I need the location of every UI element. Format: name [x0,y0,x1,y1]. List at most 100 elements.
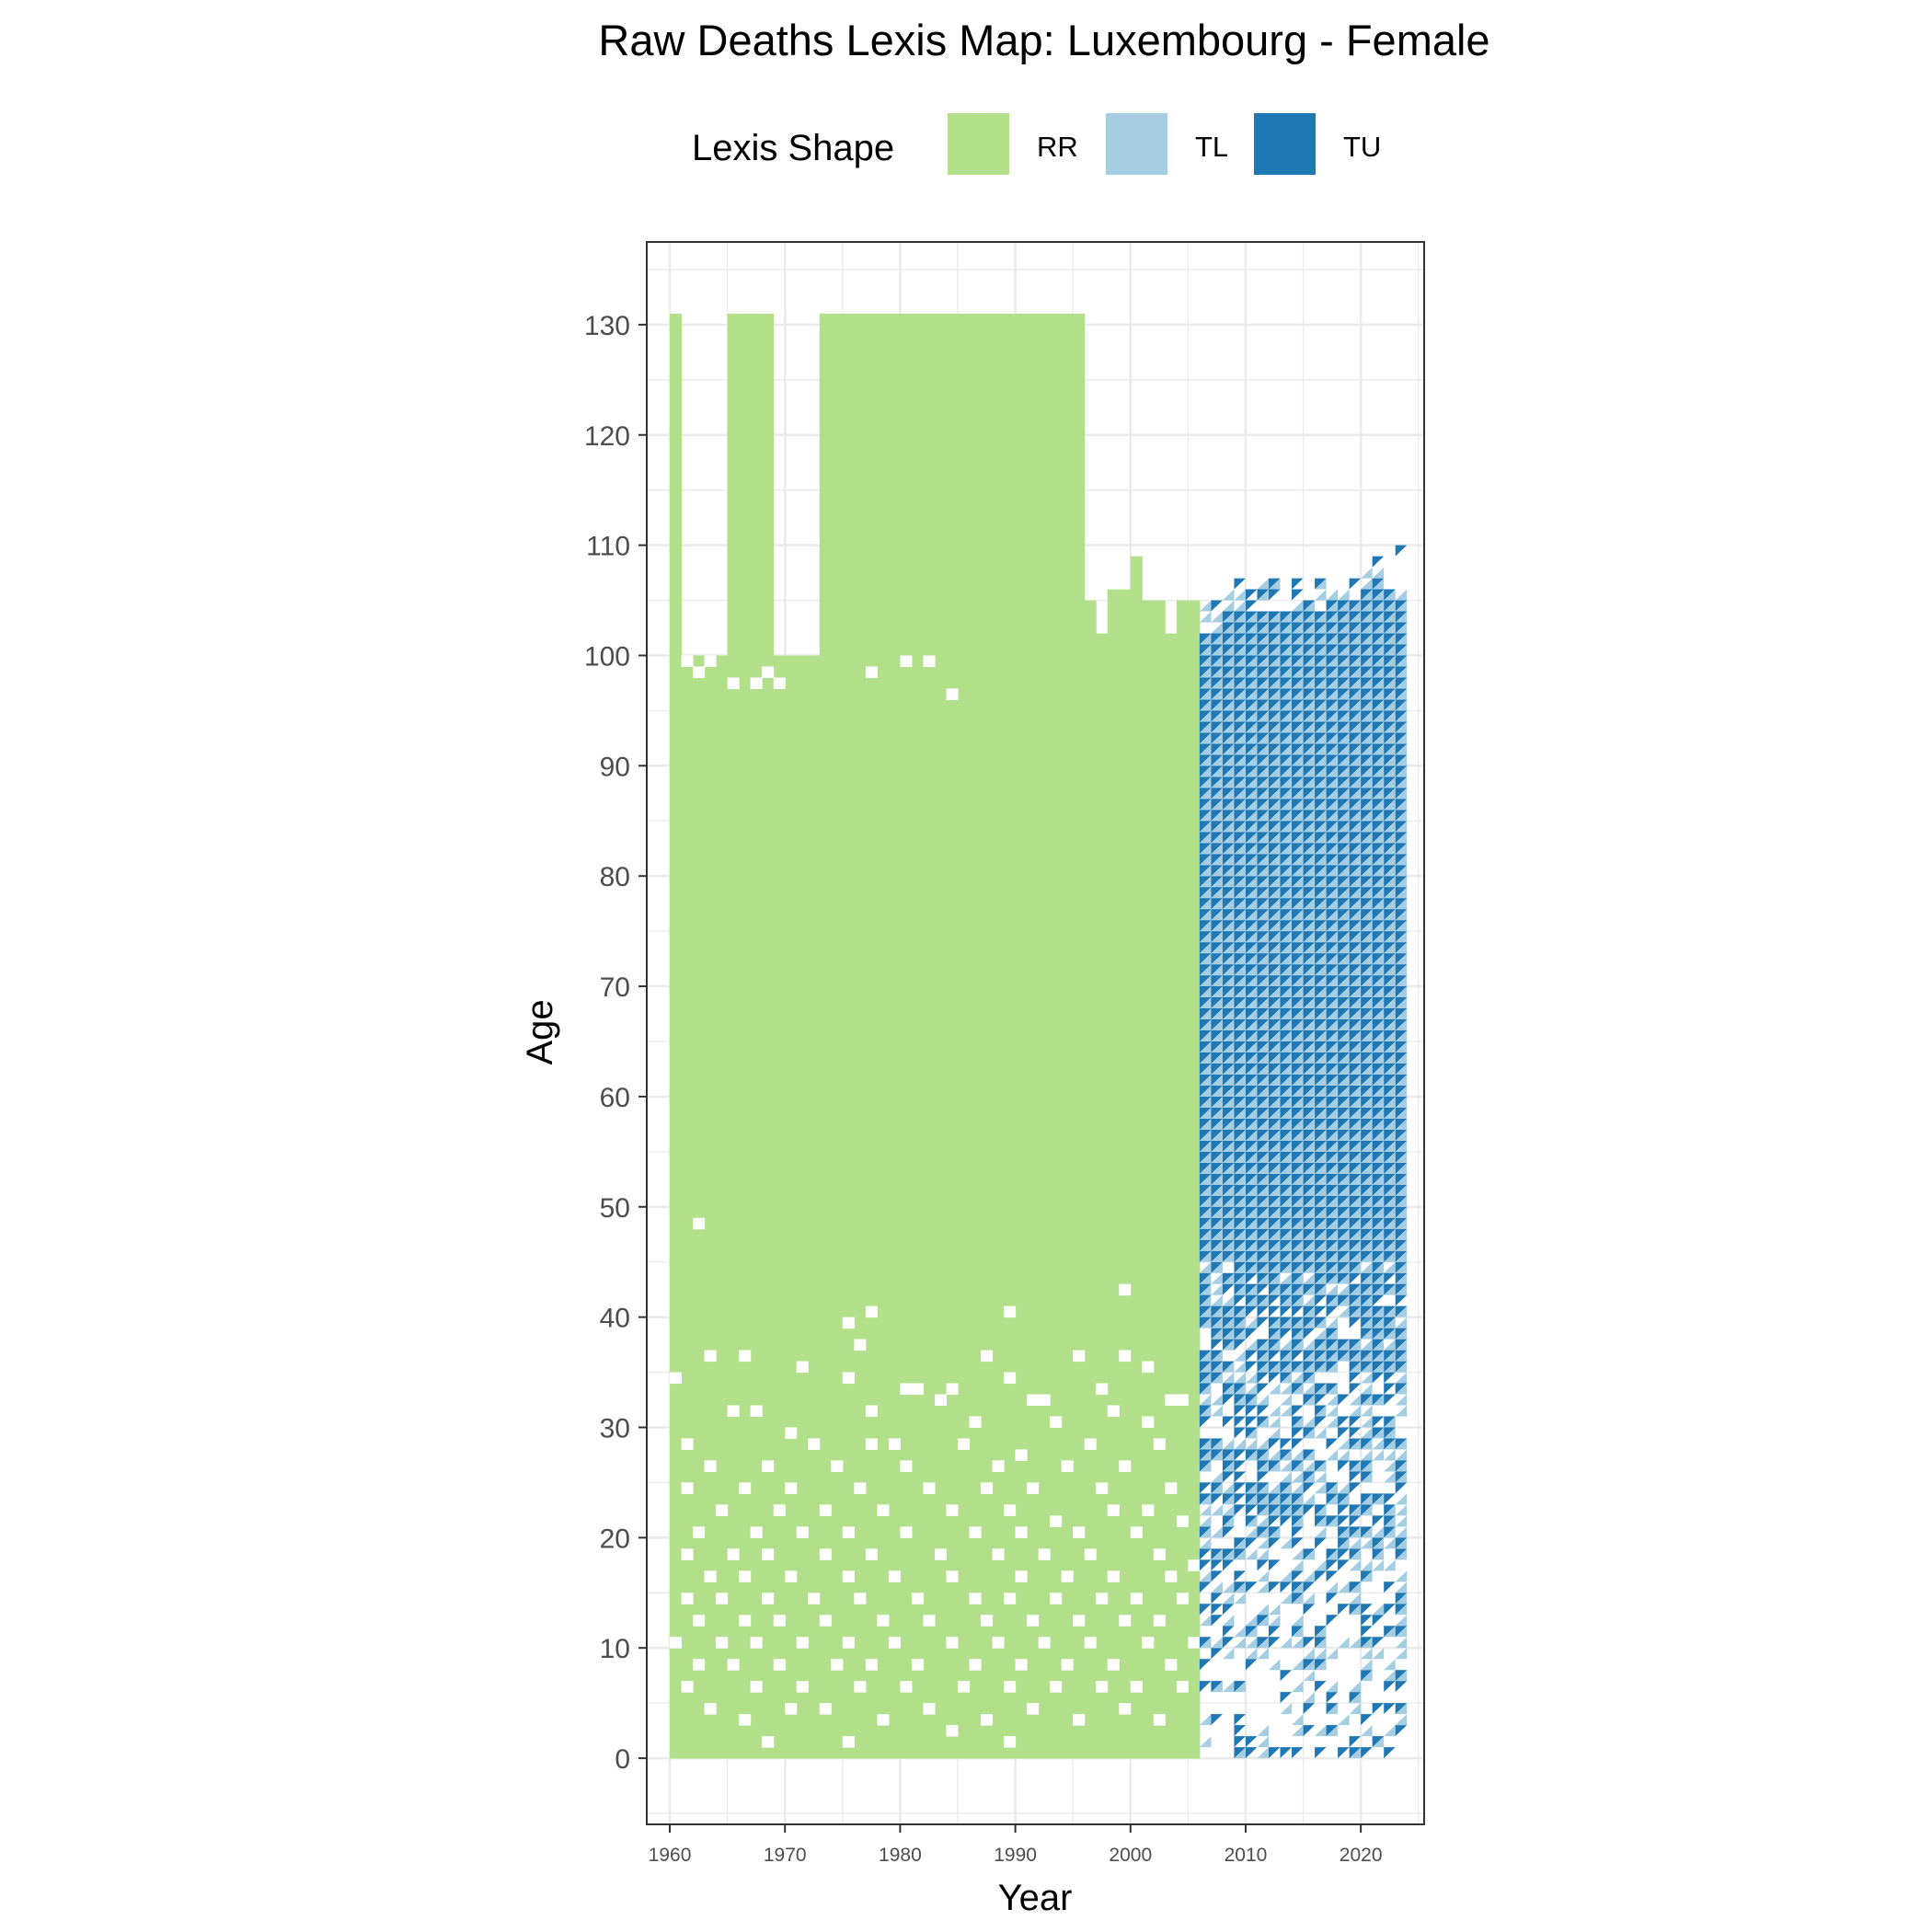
tu-triangle [1199,1052,1212,1064]
tu-triangle [1303,1449,1316,1461]
tu-triangle [1222,765,1235,777]
rr-empty-cell [900,1383,913,1396]
tl-triangle [1326,732,1339,744]
tu-triangle [1234,688,1246,700]
tu-triangle [1315,1272,1327,1284]
tu-triangle [1211,810,1223,822]
tl-triangle [1280,743,1293,755]
tu-triangle [1384,843,1396,855]
tu-triangle [1338,1460,1350,1472]
tu-triangle [1199,644,1212,656]
tl-triangle [1280,1140,1293,1152]
tu-triangle [1361,1328,1373,1340]
tu-triangle [1384,1305,1396,1317]
tu-triangle [1280,633,1293,645]
tu-triangle [1199,1030,1212,1041]
tl-triangle [1269,1604,1281,1616]
tl-triangle [1361,688,1373,700]
tl-triangle [1361,1096,1373,1108]
tu-triangle [1269,1559,1281,1571]
tl-triangle [1395,1593,1408,1604]
tu-triangle [1292,1239,1304,1251]
tu-triangle [1269,1096,1281,1108]
tl-triangle [1326,931,1339,943]
rr-empty-cell [681,1548,694,1560]
tu-triangle [1199,1294,1212,1306]
tu-triangle [1349,799,1362,811]
tu-triangle [1326,788,1339,799]
tl-triangle [1395,1129,1408,1141]
tu-triangle [1211,1008,1223,1020]
tu-triangle [1292,699,1304,711]
tu-triangle [1199,898,1212,910]
tu-triangle [1315,1228,1327,1240]
tu-triangle [1384,732,1396,744]
rr-empty-cell [1038,1394,1051,1407]
tu-triangle [1372,832,1385,844]
tl-triangle [1245,1096,1258,1108]
tu-triangle [1222,1559,1235,1571]
tu-triangle [1199,887,1212,899]
tu-triangle [1234,1471,1246,1483]
tl-triangle [1234,1537,1246,1549]
tl-triangle [1269,788,1281,799]
tl-triangle [1326,1052,1339,1064]
tu-triangle [1222,1217,1235,1229]
tu-triangle [1245,633,1258,645]
tl-triangle [1257,1548,1269,1560]
tu-triangle [1303,1548,1316,1560]
tl-triangle [1199,1570,1212,1582]
tl-triangle [1245,765,1258,777]
tl-triangle [1395,854,1408,866]
tu-triangle [1245,1449,1258,1461]
tl-triangle [1395,1615,1408,1627]
tu-triangle [1361,953,1373,965]
tu-triangle [1199,1659,1212,1671]
tl-triangle [1222,887,1235,899]
tl-triangle [1245,655,1258,667]
tu-triangle [1349,578,1362,590]
tu-triangle [1245,1626,1258,1638]
tl-triangle [1280,754,1293,766]
tl-triangle [1326,622,1339,634]
rr-empty-cell [1176,1593,1189,1604]
tu-triangle [1326,743,1339,755]
tu-triangle [1372,1173,1385,1185]
tl-triangle [1315,754,1327,766]
tu-triangle [1338,1427,1350,1439]
tl-triangle [1269,1283,1281,1295]
tu-triangle [1234,1725,1246,1737]
tl-triangle [1257,1581,1269,1593]
tl-triangle [1292,1681,1304,1693]
tl-triangle [1199,854,1212,866]
tl-triangle [1361,942,1373,954]
tu-triangle [1269,1041,1281,1052]
tu-triangle [1199,964,1212,976]
tu-triangle [1234,1449,1246,1461]
rr-empty-cell [1176,1515,1189,1527]
tl-triangle [1338,699,1350,711]
tu-triangle [1222,1195,1235,1207]
tu-triangle [1211,1570,1223,1582]
tu-triangle [1338,1604,1350,1616]
tu-triangle [1338,732,1350,744]
tl-triangle [1361,909,1373,921]
tu-triangle [1292,1096,1304,1108]
tl-triangle [1211,1085,1223,1097]
tu-triangle [1349,1438,1362,1450]
y-tick-label: 110 [586,532,630,562]
tl-triangle [1269,1030,1281,1041]
tu-triangle [1395,688,1408,700]
rr-empty-cell [1107,1570,1120,1582]
rr-empty-cell [785,1703,798,1715]
tu-triangle [1338,821,1350,833]
rr-empty-cell [681,1438,694,1450]
tu-triangle [1245,1405,1258,1417]
tl-triangle [1361,876,1373,888]
tu-triangle [1361,832,1373,844]
tl-triangle [1326,1041,1339,1052]
rr-empty-cell [1107,1659,1120,1671]
tl-triangle [1199,1272,1212,1284]
tu-triangle [1292,633,1304,645]
tl-triangle [1395,1118,1408,1130]
